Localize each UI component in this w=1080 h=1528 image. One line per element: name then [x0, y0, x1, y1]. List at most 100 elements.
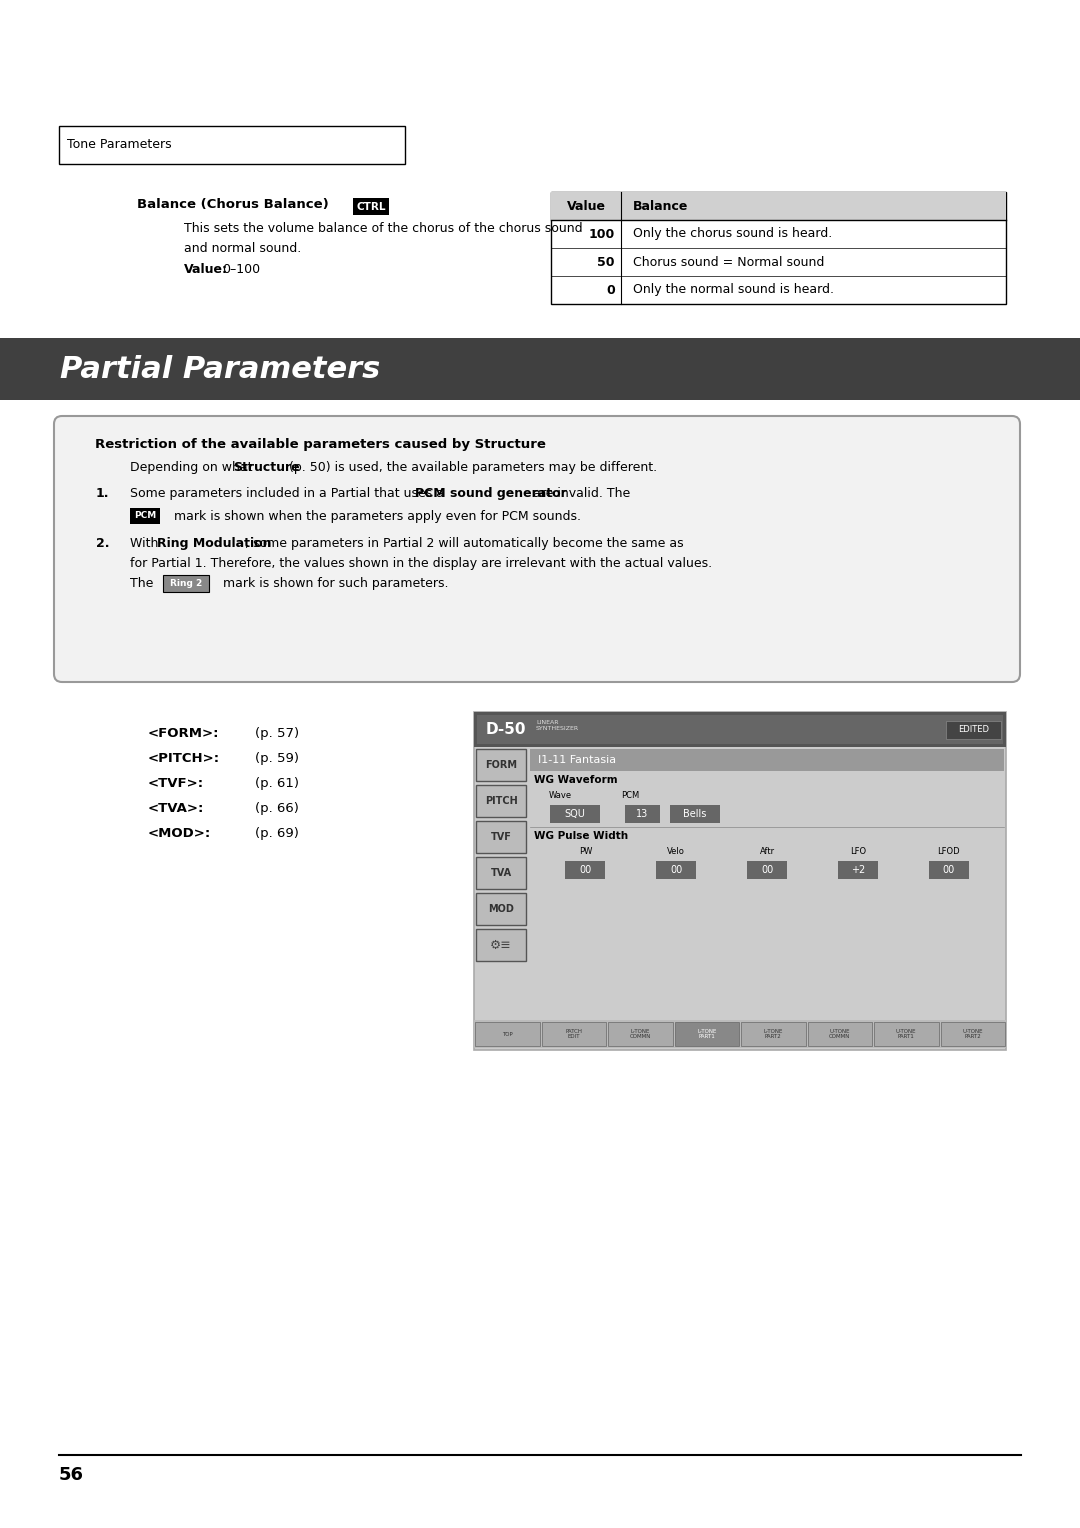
Text: EDITED: EDITED [958, 724, 989, 733]
Text: Some parameters included in a Partial that uses a: Some parameters included in a Partial th… [130, 487, 448, 500]
Text: FORM: FORM [485, 759, 517, 770]
Text: 0: 0 [606, 284, 615, 296]
Text: U-TONE
PART1: U-TONE PART1 [896, 1028, 917, 1039]
Text: SQU: SQU [565, 808, 585, 819]
Text: and normal sound.: and normal sound. [184, 241, 301, 255]
Text: (p. 69): (p. 69) [255, 827, 299, 840]
Text: Wave: Wave [549, 792, 571, 801]
Bar [476, 857, 526, 889]
Text: PCM: PCM [621, 792, 639, 801]
Text: 00: 00 [670, 865, 683, 876]
Bar [808, 1022, 872, 1047]
Bar [163, 575, 210, 591]
Text: The: The [130, 578, 158, 590]
Text: L-TONE
COMMN: L-TONE COMMN [630, 1028, 651, 1039]
Bar [353, 199, 389, 215]
Bar [476, 749, 526, 781]
Text: L-TONE
PART2: L-TONE PART2 [764, 1028, 783, 1039]
Bar [474, 1021, 1005, 1048]
Text: U-TONE
COMMN: U-TONE COMMN [829, 1028, 850, 1039]
Bar [474, 712, 1005, 1050]
Text: CTRL: CTRL [356, 202, 386, 211]
Text: Bells: Bells [684, 808, 706, 819]
Bar [474, 712, 1005, 747]
Text: Balance: Balance [633, 200, 688, 212]
Text: 1.: 1. [96, 487, 109, 500]
Text: , some parameters in Partial 2 will automatically become the same as: , some parameters in Partial 2 will auto… [245, 536, 684, 550]
Bar [675, 1022, 739, 1047]
Text: PATCH
EDIT: PATCH EDIT [565, 1028, 582, 1039]
Bar [551, 193, 1005, 220]
Text: for Partial 1. Therefore, the values shown in the display are irrelevant with th: for Partial 1. Therefore, the values sho… [130, 558, 712, 570]
Bar [475, 1022, 540, 1047]
Text: TOP: TOP [502, 1031, 513, 1036]
Text: Depending on what: Depending on what [130, 461, 257, 474]
Text: <TVA>:: <TVA>: [148, 802, 204, 814]
Text: <FORM>:: <FORM>: [148, 727, 219, 740]
Text: L-TONE
PART1: L-TONE PART1 [697, 1028, 716, 1039]
Text: LFO: LFO [850, 847, 866, 856]
Bar [941, 1022, 1005, 1047]
Bar [747, 860, 787, 879]
Text: PCM: PCM [134, 512, 157, 521]
Text: (p. 59): (p. 59) [255, 752, 299, 766]
Text: (p. 61): (p. 61) [255, 778, 299, 790]
Bar [929, 860, 969, 879]
Text: LINEAR
SYNTHESIZER: LINEAR SYNTHESIZER [536, 720, 579, 730]
Text: WG Waveform: WG Waveform [534, 775, 618, 785]
Text: PW: PW [579, 847, 592, 856]
Text: 00: 00 [579, 865, 592, 876]
Text: Value: Value [567, 200, 606, 212]
Bar [657, 860, 697, 879]
Text: WG Pulse Width: WG Pulse Width [534, 831, 629, 840]
Bar [130, 507, 160, 524]
Text: Ring Modulation: Ring Modulation [157, 536, 271, 550]
Text: 13: 13 [636, 808, 649, 819]
Bar [530, 749, 1004, 772]
Text: Chorus sound = Normal sound: Chorus sound = Normal sound [633, 255, 824, 269]
Text: Only the normal sound is heard.: Only the normal sound is heard. [633, 284, 834, 296]
Text: Velo: Velo [667, 847, 685, 856]
Bar [541, 1022, 606, 1047]
Text: 100: 100 [589, 228, 615, 240]
Text: I1-11 Fantasia: I1-11 Fantasia [538, 755, 616, 766]
Text: PITCH: PITCH [485, 796, 517, 805]
Bar [741, 1022, 806, 1047]
Text: <PITCH>:: <PITCH>: [148, 752, 220, 766]
Text: <TVF>:: <TVF>: [148, 778, 204, 790]
Bar [59, 125, 405, 163]
Bar [551, 193, 1005, 304]
Text: (p. 66): (p. 66) [255, 802, 299, 814]
Bar [476, 892, 526, 924]
Text: With: With [130, 536, 162, 550]
Bar [476, 929, 526, 961]
Bar [625, 805, 660, 824]
Bar [566, 860, 606, 879]
Text: D-50: D-50 [486, 723, 527, 736]
Text: Restriction of the available parameters caused by Structure: Restriction of the available parameters … [95, 439, 545, 451]
Bar [838, 860, 878, 879]
Text: ⚙≡: ⚙≡ [490, 938, 512, 952]
Text: (p. 50) is used, the available parameters may be different.: (p. 50) is used, the available parameter… [285, 461, 657, 474]
Text: <MOD>:: <MOD>: [148, 827, 212, 840]
Text: 0–100: 0–100 [222, 263, 260, 277]
Bar [0, 338, 1080, 400]
Text: Tone Parameters: Tone Parameters [67, 139, 172, 151]
Text: +2: +2 [851, 865, 865, 876]
Text: 2.: 2. [96, 536, 109, 550]
Text: 50: 50 [597, 255, 615, 269]
Text: Structure: Structure [233, 461, 299, 474]
Text: This sets the volume balance of the chorus of the chorus sound: This sets the volume balance of the chor… [184, 222, 582, 235]
Text: MOD: MOD [488, 905, 514, 914]
Text: 00: 00 [761, 865, 773, 876]
Bar [670, 805, 720, 824]
Text: LFOD: LFOD [937, 847, 960, 856]
Bar [608, 1022, 673, 1047]
Text: Value:: Value: [184, 263, 228, 277]
Text: U-TONE
PART2: U-TONE PART2 [962, 1028, 983, 1039]
Text: PCM sound generator: PCM sound generator [415, 487, 567, 500]
Text: Partial Parameters: Partial Parameters [60, 354, 380, 384]
Text: Ring 2: Ring 2 [170, 579, 202, 588]
Text: mark is shown for such parameters.: mark is shown for such parameters. [215, 578, 448, 590]
Bar [476, 821, 526, 853]
